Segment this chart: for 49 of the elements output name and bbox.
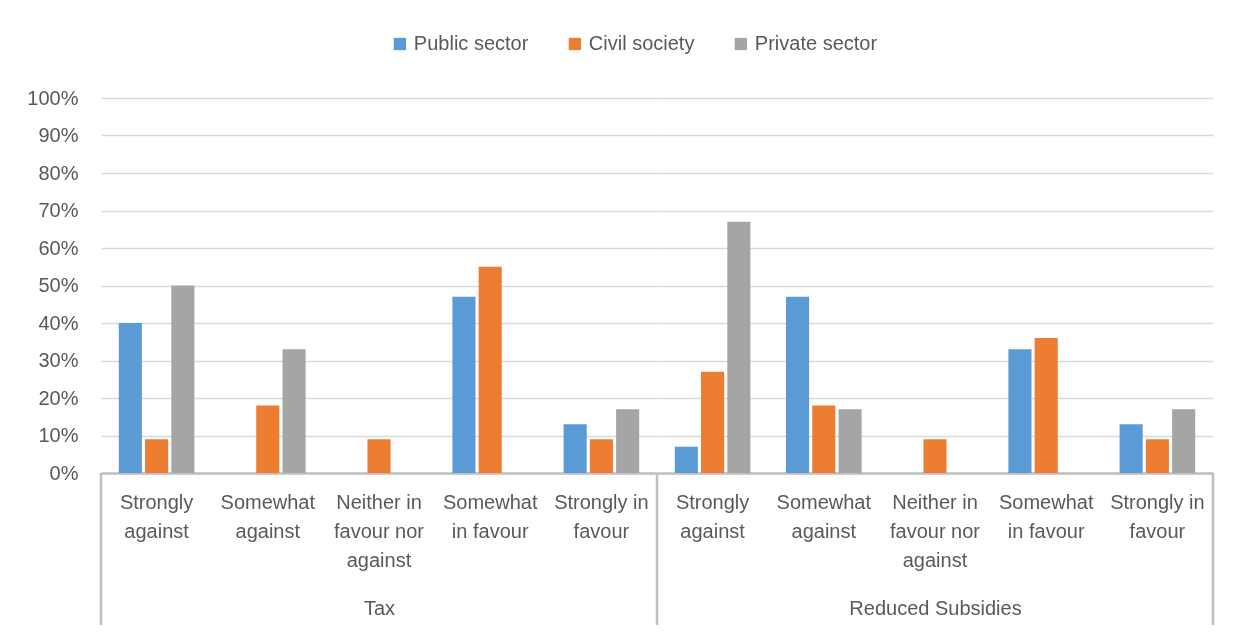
y-tick-label: 90% bbox=[38, 124, 79, 146]
bar bbox=[838, 409, 862, 473]
bar bbox=[1119, 424, 1143, 473]
legend-label: Public sector bbox=[413, 32, 529, 54]
y-tick-label: 20% bbox=[38, 386, 79, 409]
x-tick-label: Somewhat in favour bbox=[998, 490, 1094, 542]
bar bbox=[1172, 409, 1196, 473]
bar bbox=[674, 446, 698, 473]
y-tick-label: 40% bbox=[38, 311, 79, 334]
x-tick-label: Strongly against bbox=[675, 490, 750, 542]
y-tick-label: 30% bbox=[38, 349, 79, 371]
bar bbox=[812, 405, 836, 473]
y-tick-label: 50% bbox=[38, 274, 79, 296]
legend-label: Civil society bbox=[588, 32, 695, 54]
bar bbox=[171, 285, 195, 473]
x-tick-label: Somewhat in favour bbox=[442, 490, 538, 542]
x-tick-label: Strongly in favour bbox=[554, 490, 649, 542]
x-axis-title: Reduced Subsidies bbox=[849, 596, 1022, 619]
bar bbox=[1034, 338, 1058, 473]
legend-label: Private sector bbox=[754, 32, 878, 54]
y-tick-label: 0% bbox=[49, 461, 79, 484]
bar bbox=[367, 439, 391, 473]
x-tick-label: Somewhat against bbox=[776, 490, 872, 542]
bar bbox=[727, 221, 751, 473]
y-tick-label: 10% bbox=[38, 424, 79, 446]
bar bbox=[452, 296, 476, 473]
bar bbox=[923, 439, 947, 473]
x-tick-label: Neither in favour nor against bbox=[889, 490, 981, 571]
y-tick-label: 70% bbox=[38, 199, 79, 221]
bar bbox=[589, 439, 613, 473]
bar bbox=[1008, 349, 1032, 473]
y-tick-label: 80% bbox=[38, 161, 79, 184]
bar bbox=[145, 439, 169, 473]
x-tick-label: Strongly against bbox=[119, 490, 194, 542]
bar bbox=[282, 349, 306, 473]
x-axis-title: Tax bbox=[363, 596, 396, 619]
bar bbox=[478, 266, 502, 473]
x-tick-label: Strongly in favour bbox=[1110, 490, 1205, 542]
bar bbox=[785, 296, 810, 473]
x-tick-label: Somewhat against bbox=[220, 490, 316, 542]
y-tick-label: 60% bbox=[38, 236, 79, 259]
bar bbox=[563, 424, 587, 473]
bar bbox=[1145, 439, 1169, 473]
bar bbox=[616, 409, 640, 473]
bar bbox=[256, 405, 280, 473]
bar bbox=[118, 323, 142, 473]
x-tick-label: Neither in favour nor against bbox=[333, 490, 425, 571]
bar bbox=[701, 371, 725, 473]
y-tick-label: 100% bbox=[27, 86, 79, 109]
